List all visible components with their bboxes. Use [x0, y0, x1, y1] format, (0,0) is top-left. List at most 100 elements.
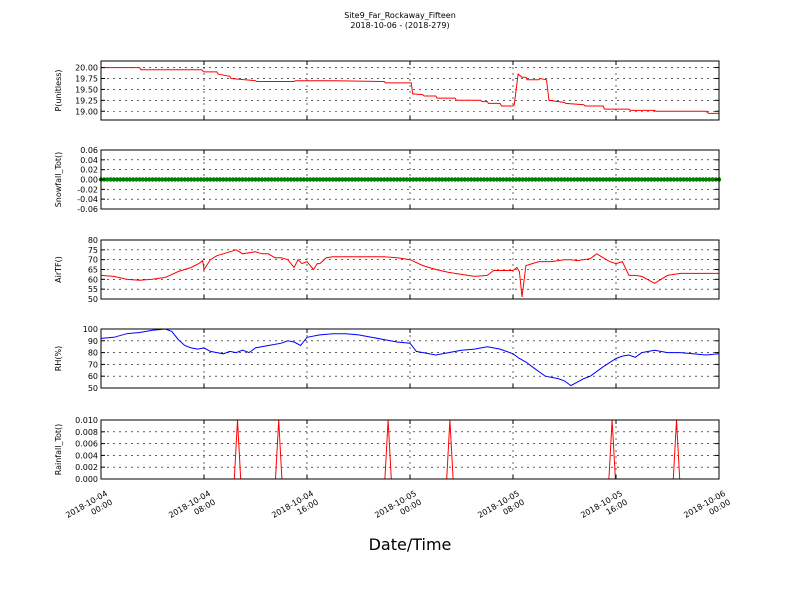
x-axis-label: Date/Time	[369, 535, 452, 554]
data-point	[285, 177, 290, 182]
data-point	[526, 177, 532, 182]
data-point	[185, 177, 191, 182]
y-tick-label: 0.004	[75, 451, 98, 460]
data-point	[420, 177, 426, 182]
y-axis-label: Snowfall_Tot()	[54, 152, 63, 208]
y-tick-label: 65	[88, 266, 98, 275]
data-point	[452, 177, 458, 182]
data-point	[411, 177, 416, 182]
data-point	[320, 177, 326, 182]
data-point	[465, 177, 471, 182]
data-point	[298, 177, 303, 182]
data-point	[633, 177, 638, 182]
plot-frame	[100, 419, 720, 480]
data-point	[230, 177, 236, 182]
data-point	[427, 177, 432, 182]
data-point	[510, 177, 516, 182]
data-point	[153, 177, 158, 182]
data-point	[295, 177, 300, 182]
data-point	[639, 177, 644, 182]
y-ticks: -0.06-0.04-0.020.000.020.040.06	[77, 146, 719, 214]
data-point	[456, 177, 461, 182]
data-point	[613, 177, 619, 182]
data-point	[163, 177, 168, 182]
data-point	[481, 177, 487, 182]
data-point	[449, 177, 454, 182]
data-point	[324, 177, 329, 182]
data-point	[539, 177, 545, 182]
data-point	[118, 177, 123, 182]
data-point	[330, 177, 335, 182]
data-point	[279, 177, 284, 182]
data-point	[617, 177, 622, 182]
data-point	[549, 177, 554, 182]
data-point	[578, 177, 583, 182]
data-point	[417, 177, 422, 182]
data-point	[317, 177, 323, 182]
data-point	[208, 177, 213, 182]
data-point	[459, 177, 464, 182]
data-point	[121, 177, 126, 182]
y-tick-label: 19.50	[75, 85, 98, 94]
data-point	[227, 177, 232, 182]
data-point	[681, 177, 686, 182]
data-point	[349, 177, 355, 182]
data-point	[301, 177, 306, 182]
data-point	[398, 177, 403, 182]
data-point	[131, 177, 136, 182]
data-point	[504, 177, 509, 182]
data-point	[195, 177, 200, 182]
series-line	[100, 328, 720, 387]
data-point	[507, 177, 512, 182]
data-point	[562, 177, 567, 182]
y-tick-label: 0.06	[80, 146, 98, 155]
data-point	[105, 177, 110, 182]
data-point	[343, 177, 348, 182]
panel-2: -0.06-0.04-0.020.000.020.040.06 Snowfall_…	[54, 146, 722, 214]
data-point	[160, 177, 165, 182]
data-point	[600, 177, 606, 182]
data-point	[359, 177, 364, 182]
y-tick-label: 55	[88, 285, 98, 294]
data-point	[156, 177, 162, 182]
y-tick-label: 0.010	[75, 416, 98, 425]
data-point	[446, 177, 451, 182]
y-tick-label: 0.00	[80, 176, 98, 185]
data-point	[394, 177, 400, 182]
y-tick-label: 50	[88, 384, 98, 393]
x-ticks	[100, 150, 720, 209]
data-point	[514, 177, 519, 182]
data-point	[169, 177, 174, 182]
y-axis-label: RH(%)	[54, 346, 63, 371]
data-point	[140, 177, 145, 182]
x-ticks	[100, 240, 720, 299]
data-point	[201, 177, 207, 182]
data-point	[575, 177, 580, 182]
y-tick-label: 70	[88, 360, 98, 369]
data-point	[436, 177, 442, 182]
y-tick-label: 0.006	[75, 440, 98, 449]
data-point	[520, 177, 525, 182]
y-tick-label: 90	[88, 337, 98, 346]
data-point	[291, 177, 297, 182]
data-point	[182, 177, 187, 182]
data-point	[237, 177, 242, 182]
data-point	[314, 177, 319, 182]
data-point	[240, 177, 245, 182]
y-tick-label: 80	[88, 236, 98, 245]
data-point	[501, 177, 506, 182]
y-tick-label: 100	[83, 325, 98, 334]
data-point	[243, 177, 248, 182]
data-point	[256, 177, 261, 182]
data-point	[604, 177, 609, 182]
data-point	[366, 177, 371, 182]
data-point	[472, 177, 477, 182]
y-tick-label: 19.75	[75, 74, 98, 83]
data-point	[623, 177, 628, 182]
